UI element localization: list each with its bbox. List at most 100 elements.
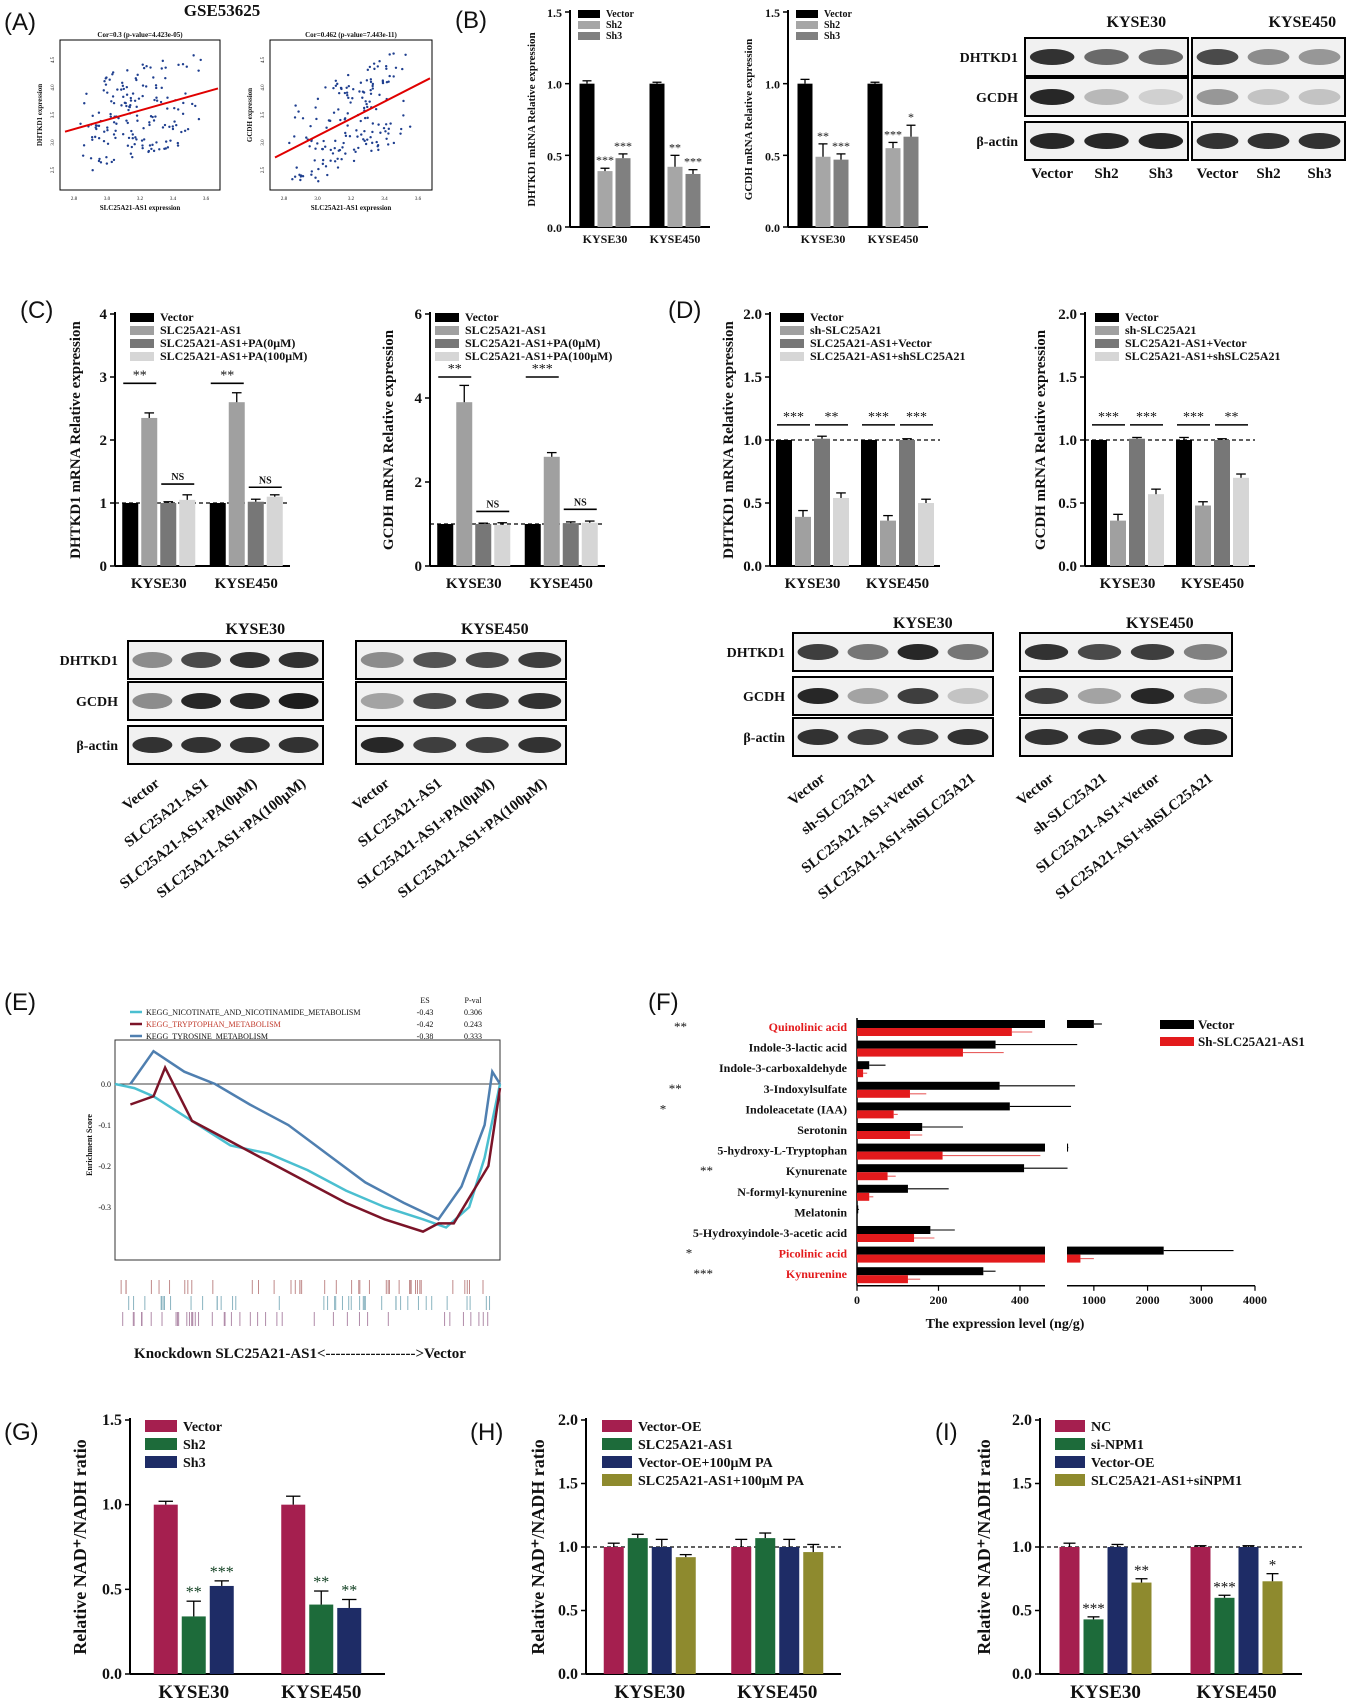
y-tick-label: 1.5 <box>547 6 562 20</box>
scatter-point <box>313 159 316 162</box>
metabolite-label: Picolinic acid <box>779 1247 848 1261</box>
legend-label: Sh2 <box>183 1438 206 1453</box>
scatter-point <box>309 124 312 128</box>
scatter-point <box>135 138 138 141</box>
metabolite-bar-sh <box>857 1069 864 1078</box>
scatter-point <box>191 102 194 106</box>
legend-label: SLC25A21-AS1+Vector <box>810 336 932 350</box>
blot-band <box>1077 688 1122 704</box>
category-label: KYSE30 <box>583 232 628 246</box>
scatter-point <box>155 96 158 99</box>
scatter-point <box>166 146 170 149</box>
scatter-point <box>376 65 379 68</box>
metabolite-label: Indole-3-carboxaldehyde <box>719 1061 848 1075</box>
scatter-point <box>328 119 331 122</box>
legend-label: Sh2 <box>606 20 622 31</box>
blot-band <box>465 693 509 709</box>
gsea-ytick: 0.0 <box>101 1080 111 1089</box>
y-tick-label: 1.5 <box>765 6 780 20</box>
regression-line <box>274 77 431 159</box>
blot-band <box>518 737 562 753</box>
significance-mark: ** <box>669 140 681 154</box>
blot-row-label: β-actin <box>743 731 785 746</box>
blot-band <box>1183 644 1228 660</box>
scatter-point <box>128 105 131 108</box>
bar <box>475 524 492 566</box>
metabolite-bar-sh <box>1067 1254 1081 1263</box>
gsea-es-value: -0.38 <box>417 1032 434 1041</box>
scatter-point <box>352 88 355 91</box>
category-label: KYSE30 <box>158 1682 229 1703</box>
lane-label: Sh3 <box>1149 166 1173 182</box>
bar <box>1214 440 1230 566</box>
y-tick-label: 0 <box>415 559 423 575</box>
scatter-point <box>131 133 134 136</box>
scatter-point <box>110 160 113 164</box>
scatter-point <box>337 108 340 111</box>
legend-label: Vector-OE+100μM PA <box>638 1456 774 1471</box>
blot-band <box>1247 49 1290 65</box>
metabolite-bar-vector <box>857 1267 984 1276</box>
blot-band <box>1130 688 1175 704</box>
scatter-point <box>148 121 151 124</box>
scatter-point <box>176 144 180 147</box>
scatter-point <box>315 117 318 121</box>
panel-f-metabolites: 0 200 400 1000 2000 3000 4000 The expression le… <box>660 1017 1305 1332</box>
scatter-point <box>401 67 404 71</box>
y-axis-label: DHTKD1 mRNA Relative expression <box>526 32 538 206</box>
scatter-point <box>297 110 300 113</box>
metabolite-bar-sh <box>857 1254 1045 1263</box>
metabolite-significance: ** <box>674 1019 687 1034</box>
f-xtick-label: 200 <box>930 1293 948 1307</box>
scatter-point <box>371 82 375 86</box>
scatter-point <box>346 124 349 127</box>
y-tick-label: 0.0 <box>743 559 762 575</box>
scatter-point <box>97 159 101 163</box>
y-axis-label: Relative NAD⁺/NADH ratio <box>974 1439 994 1654</box>
y-tick-label: 1 <box>100 496 108 512</box>
scatter-point <box>94 126 97 129</box>
bar <box>1110 520 1126 566</box>
bar <box>779 1547 800 1674</box>
scatter-point <box>125 104 128 108</box>
scatter-point <box>358 90 361 93</box>
scatter-point <box>362 91 366 94</box>
y-tick-label: 1.0 <box>765 78 780 92</box>
metabolite-bar-vector <box>1067 1246 1164 1255</box>
scatter-point <box>121 81 124 85</box>
blot-band <box>1029 89 1075 105</box>
scatter-point <box>160 86 163 90</box>
scatter-point <box>149 115 153 118</box>
y-tick-label: 0.5 <box>558 1603 578 1620</box>
scatter-point <box>136 73 139 77</box>
scatter-point <box>112 101 116 105</box>
scatter-point <box>366 138 369 141</box>
legend-swatch <box>1095 352 1119 361</box>
scatter-point <box>159 100 163 104</box>
lane-label: Sh3 <box>1307 166 1331 182</box>
bar <box>562 523 579 566</box>
scatter-point <box>339 86 343 90</box>
scatter-point <box>362 138 365 141</box>
legend-label: SLC25A21-AS1+PA(0μM) <box>465 336 600 350</box>
scatter-point <box>329 148 332 152</box>
legend-label: Sh3 <box>824 31 840 42</box>
scatter-point <box>291 178 294 181</box>
scatter-point <box>106 129 109 132</box>
scatter-point <box>384 65 388 68</box>
scatter-point <box>349 101 352 104</box>
scatter-xtick: 3.6 <box>203 197 210 202</box>
scatter-point <box>360 133 363 136</box>
scatter-point <box>293 175 297 178</box>
scatter-point <box>192 54 195 57</box>
blot-band <box>1138 89 1184 105</box>
scatter-point <box>293 116 297 119</box>
scatter-point <box>392 52 395 55</box>
legend-swatch <box>435 313 459 322</box>
blot-band <box>132 737 173 753</box>
legend-label: SLC25A21-AS1 <box>465 323 546 337</box>
bar <box>814 438 830 566</box>
y-axis-label: GCDH mRNA Relative expression <box>381 329 397 550</box>
category-label: KYSE450 <box>868 232 919 246</box>
gsea-p-value: 0.306 <box>464 1008 482 1017</box>
